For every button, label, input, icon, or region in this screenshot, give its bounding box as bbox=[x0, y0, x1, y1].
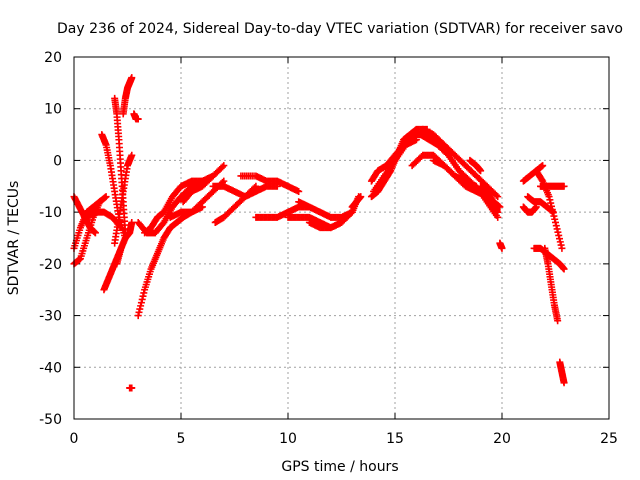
x-tick-label: 15 bbox=[386, 431, 404, 447]
data-point bbox=[557, 241, 565, 249]
data-point bbox=[357, 193, 365, 201]
data-point bbox=[550, 212, 558, 220]
series-track-40 bbox=[532, 167, 566, 252]
data-point bbox=[134, 312, 142, 320]
plot-frame bbox=[73, 56, 610, 420]
x-axis-label: GPS time / hours bbox=[281, 459, 398, 475]
series-track-20 bbox=[237, 172, 303, 195]
data-point bbox=[555, 231, 563, 239]
data-point bbox=[549, 209, 557, 217]
data-point bbox=[140, 289, 148, 297]
data-point bbox=[548, 206, 556, 214]
series-track-28 bbox=[370, 136, 420, 195]
data-point bbox=[136, 305, 144, 313]
data-point bbox=[556, 238, 564, 246]
grid-lines bbox=[74, 57, 609, 419]
series-track-08 bbox=[119, 74, 136, 118]
y-tick-label: 20 bbox=[44, 50, 62, 66]
series-track-19 bbox=[209, 182, 281, 201]
x-tick-label: 10 bbox=[279, 431, 297, 447]
y-tick-label: -10 bbox=[39, 205, 62, 221]
data-point bbox=[551, 215, 559, 223]
y-tick-label: -40 bbox=[39, 360, 62, 376]
y-tick-label: -20 bbox=[39, 257, 62, 273]
data-point bbox=[560, 182, 568, 190]
data-point bbox=[135, 308, 143, 316]
data-point bbox=[494, 193, 502, 201]
x-tick-label: 5 bbox=[177, 431, 186, 447]
data-point bbox=[128, 218, 136, 226]
data-point bbox=[560, 265, 568, 273]
x-tick-label: 20 bbox=[493, 431, 511, 447]
data-point bbox=[139, 292, 147, 300]
y-tick-label: 0 bbox=[53, 153, 62, 169]
data-point bbox=[102, 193, 110, 201]
data-point bbox=[552, 218, 559, 226]
data-point bbox=[554, 228, 562, 236]
data-point bbox=[546, 196, 554, 204]
data-point bbox=[138, 295, 146, 303]
series-track-10 bbox=[113, 218, 136, 268]
series-track-33 bbox=[466, 156, 485, 175]
data-point bbox=[558, 244, 566, 252]
data-point bbox=[496, 203, 504, 211]
series-track-42 bbox=[541, 244, 562, 325]
data-point bbox=[218, 163, 226, 171]
data-point bbox=[295, 187, 303, 195]
series-track-12 bbox=[130, 110, 142, 123]
series-track-43 bbox=[556, 358, 568, 387]
series-track-34 bbox=[477, 182, 504, 211]
series-track-17 bbox=[179, 162, 228, 206]
y-tick-label: 10 bbox=[44, 102, 62, 118]
series-track-35 bbox=[496, 239, 506, 252]
data-point bbox=[134, 115, 142, 123]
y-tick-label: -50 bbox=[39, 412, 62, 428]
data-point bbox=[539, 162, 547, 170]
x-tick-label: 0 bbox=[70, 431, 79, 447]
data-point bbox=[547, 202, 555, 210]
data-point bbox=[492, 191, 500, 199]
data-point bbox=[137, 302, 145, 310]
y-axis-label: SDTVAR / TECUs bbox=[6, 181, 22, 296]
data-point bbox=[556, 235, 564, 243]
series-track-03 bbox=[70, 193, 99, 237]
series-track-31 bbox=[419, 125, 502, 201]
series-track-06 bbox=[98, 131, 129, 242]
data-points bbox=[70, 74, 568, 392]
series-track-37 bbox=[519, 203, 540, 216]
data-point bbox=[128, 74, 136, 82]
data-point bbox=[498, 244, 506, 252]
data-point bbox=[137, 299, 145, 307]
data-point bbox=[91, 229, 99, 237]
data-point bbox=[96, 198, 104, 206]
data-point bbox=[560, 379, 568, 387]
data-point bbox=[128, 384, 136, 392]
data-point bbox=[545, 193, 553, 201]
series-track-25 bbox=[348, 193, 365, 211]
data-point bbox=[220, 162, 228, 170]
y-tick-label: -30 bbox=[39, 309, 62, 325]
data-point bbox=[547, 199, 555, 207]
x-tick-label: 25 bbox=[600, 431, 618, 447]
series-track-09 bbox=[111, 151, 136, 247]
data-point bbox=[494, 213, 502, 221]
chart-title: Day 236 of 2024, Sidereal Day-to-day VTE… bbox=[57, 21, 623, 37]
data-point bbox=[477, 167, 485, 175]
data-point bbox=[553, 225, 561, 233]
data-point bbox=[554, 317, 562, 325]
data-point bbox=[128, 151, 136, 159]
data-point bbox=[552, 222, 560, 230]
series-track-11 bbox=[126, 384, 136, 392]
